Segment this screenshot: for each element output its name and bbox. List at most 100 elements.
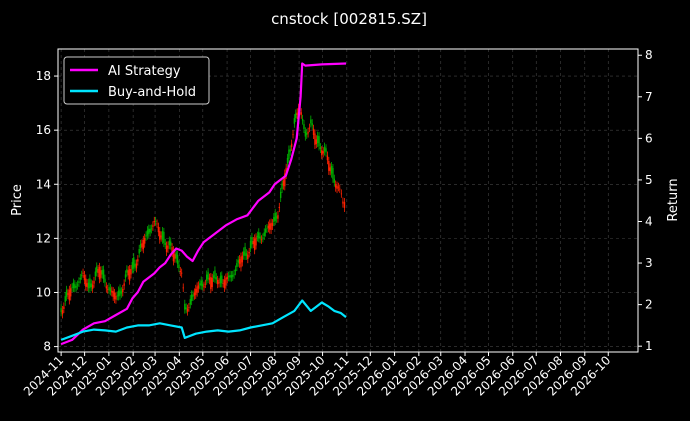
y-tick-label-left: 16	[36, 123, 51, 137]
price-candle-body	[315, 139, 317, 145]
price-candle-body	[333, 178, 336, 183]
price-candle-body	[256, 235, 259, 238]
price-candle-body	[130, 269, 132, 275]
y-tick-label-right: 6	[645, 131, 653, 145]
price-candle-body	[149, 228, 151, 233]
price-candle-body	[175, 252, 177, 259]
price-candle-body	[303, 124, 305, 129]
price-candle-body	[253, 238, 256, 251]
price-candle-body	[113, 292, 116, 300]
price-candle-body	[286, 157, 289, 164]
price-candle-body	[281, 183, 283, 189]
price-candle-body	[83, 274, 86, 281]
price-candle-body	[196, 286, 198, 293]
price-candle-body	[244, 246, 246, 256]
price-candle-body	[134, 263, 136, 267]
price-candle-body	[319, 147, 322, 150]
price-candle-body	[211, 277, 213, 288]
price-candle-body	[128, 269, 131, 281]
price-candle-body	[60, 308, 62, 313]
price-candle-body	[75, 286, 77, 288]
price-candle-body	[179, 270, 182, 273]
price-candle-body	[124, 274, 127, 278]
price-candle-body	[90, 283, 92, 288]
price-candle-body	[321, 150, 323, 156]
series-lines	[60, 62, 347, 346]
price-candle-body	[157, 226, 160, 233]
price-candle-body	[296, 112, 298, 115]
price-candle-body	[251, 236, 253, 245]
legend-label-ai-strategy: AI Strategy	[108, 64, 181, 79]
price-candle-body	[312, 128, 315, 135]
price-candle-body	[277, 215, 279, 219]
plot-frame	[57, 48, 639, 353]
price-candle-body	[288, 149, 290, 159]
price-candle-body	[266, 228, 268, 229]
price-candle-body	[267, 225, 270, 229]
price-candle-body	[159, 231, 161, 240]
price-candle-body	[141, 243, 143, 248]
price-candle-body	[131, 262, 134, 270]
price-candle-body	[100, 270, 102, 278]
price-candle-body	[108, 286, 110, 291]
price-candle-body	[325, 148, 327, 153]
price-candle-body	[260, 239, 263, 241]
price-candle-body	[307, 131, 309, 134]
price-candle-body	[112, 291, 114, 297]
price-candle-body	[76, 284, 79, 286]
price-candle-body	[222, 283, 224, 284]
price-candle-body	[219, 276, 222, 284]
price-candle-body	[323, 146, 326, 152]
price-candle-body	[236, 263, 238, 267]
price-candle-body	[255, 237, 257, 246]
price-candle-body	[225, 277, 227, 286]
price-candle-body	[233, 273, 235, 275]
price-candle-body	[178, 264, 180, 269]
price-candle-body	[71, 287, 73, 289]
price-candle-body	[119, 288, 121, 296]
price-candle-body	[199, 283, 201, 286]
price-candle-body	[316, 135, 319, 144]
chart-title: cnstock [002815.SZ]	[271, 10, 427, 28]
price-candle-body	[339, 188, 341, 190]
price-candle-body	[96, 266, 98, 273]
price-candle-body	[301, 118, 304, 121]
price-candle-body	[182, 287, 184, 289]
price-candle-body	[145, 235, 147, 237]
y-axis-right: 1 2 3 4 5 6 7 8	[638, 48, 653, 353]
price-candle-body	[258, 232, 260, 239]
price-candle-body	[165, 245, 168, 252]
price-candle-body	[104, 278, 106, 283]
price-candle-body	[330, 166, 333, 174]
y-tick-label-right: 3	[645, 256, 653, 270]
price-candle-body	[164, 242, 166, 245]
price-candle-body	[193, 292, 196, 296]
price-candle-body	[337, 186, 340, 188]
price-candle-body	[201, 283, 204, 287]
y-tick-label-left: 18	[36, 69, 51, 83]
price-candle-body	[85, 278, 87, 287]
price-candle-body	[139, 243, 142, 248]
price-candle-body	[143, 237, 146, 244]
price-candle-body	[218, 282, 220, 284]
price-candle-body	[284, 173, 286, 187]
price-candle-body	[185, 307, 187, 310]
price-candle-body	[89, 278, 91, 289]
price-candle-body	[101, 270, 103, 275]
price-candle-body	[208, 277, 211, 281]
price-candle-body	[200, 280, 202, 286]
price-candle-body	[87, 282, 90, 289]
price-candle-body	[223, 279, 226, 288]
price-candle-body	[311, 123, 313, 126]
price-candle-body	[61, 310, 64, 315]
price-candle-body	[271, 223, 274, 226]
price-candle-body	[203, 285, 205, 288]
price-candle-body	[93, 280, 95, 284]
price-candle-body	[78, 281, 80, 283]
price-candle-body	[247, 254, 249, 260]
price-candle-body	[195, 288, 197, 295]
price-candle-body	[326, 155, 329, 161]
price-candle-body	[263, 232, 265, 236]
price-candle-body	[238, 259, 241, 264]
